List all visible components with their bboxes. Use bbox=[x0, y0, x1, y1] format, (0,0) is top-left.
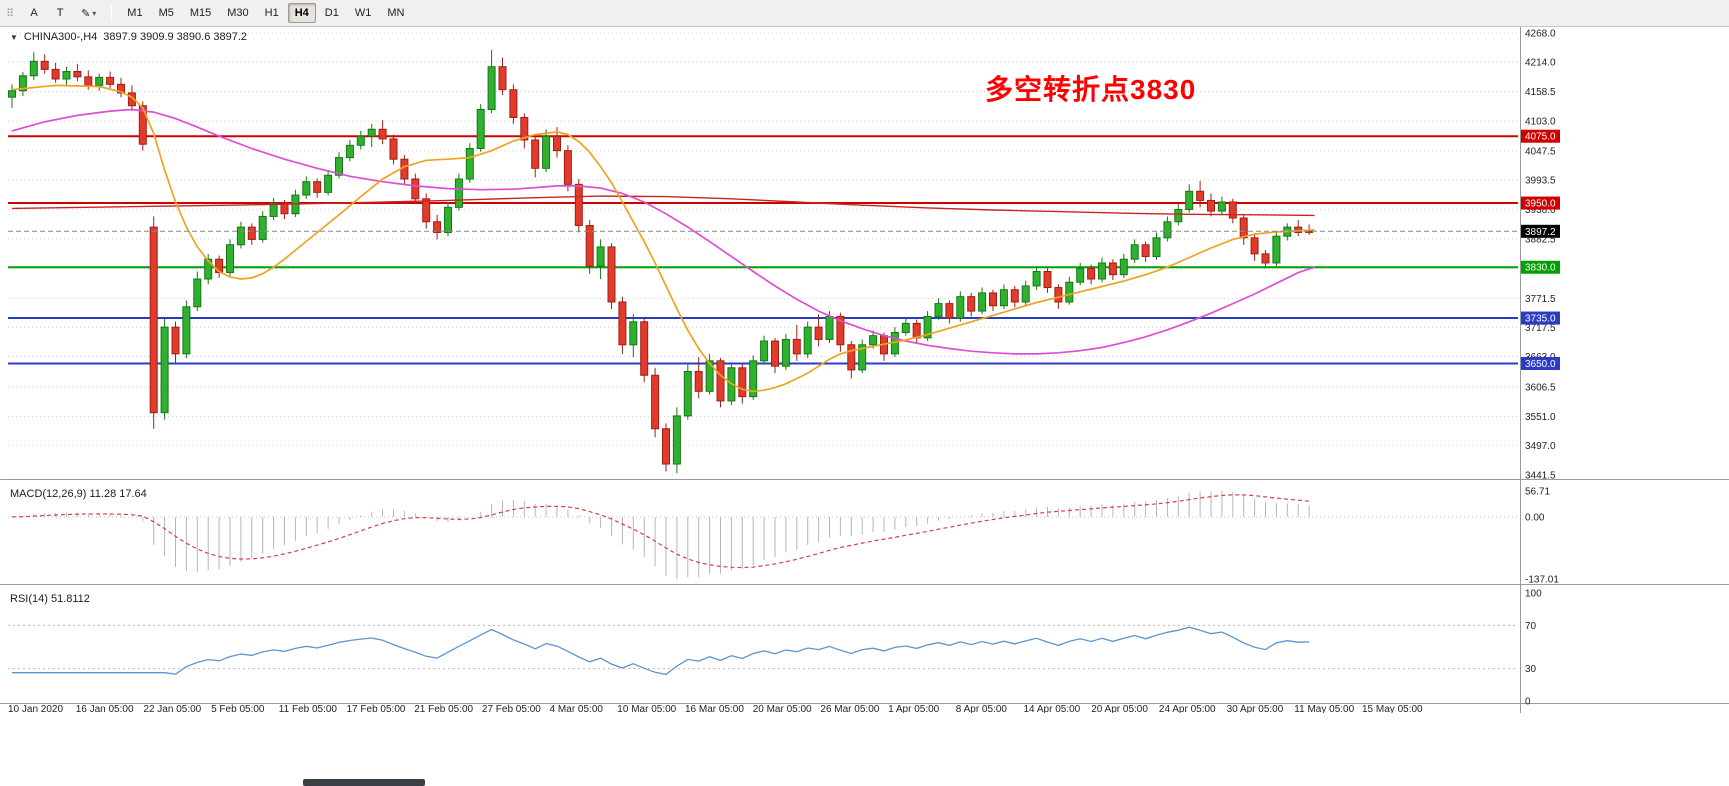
svg-text:100: 100 bbox=[1525, 589, 1542, 600]
svg-text:3717.5: 3717.5 bbox=[1525, 323, 1556, 334]
svg-text:3897.2: 3897.2 bbox=[1525, 227, 1556, 238]
svg-text:20 Apr 05:00: 20 Apr 05:00 bbox=[1091, 704, 1148, 713]
price-axis[interactable]: 4268.0 4214.0 4158.5 4103.0 4047.5 3993.5 3938… bbox=[1525, 29, 1556, 482]
svg-text:30 Apr 05:00: 30 Apr 05:00 bbox=[1227, 704, 1284, 713]
font-tool-button[interactable]: A bbox=[30, 7, 38, 19]
svg-text:3950.0: 3950.0 bbox=[1525, 199, 1556, 210]
time-axis[interactable]: 10 Jan 2020 16 Jan 05:00 22 Jan 05:00 5 Feb… bbox=[8, 704, 1423, 713]
timeframe-button-d1[interactable]: D1 bbox=[324, 7, 339, 19]
svg-text:3606.5: 3606.5 bbox=[1525, 382, 1556, 393]
svg-text:4103.0: 4103.0 bbox=[1525, 117, 1556, 128]
svg-text:16 Mar 05:00: 16 Mar 05:00 bbox=[685, 704, 744, 713]
svg-text:16 Jan 05:00: 16 Jan 05:00 bbox=[76, 704, 134, 713]
candles bbox=[8, 50, 1314, 474]
svg-text:26 Mar 05:00: 26 Mar 05:00 bbox=[820, 704, 879, 713]
ma-fast-orange-line bbox=[11, 84, 1315, 393]
svg-text:3551.0: 3551.0 bbox=[1525, 412, 1556, 423]
svg-text:24 Apr 05:00: 24 Apr 05:00 bbox=[1159, 704, 1216, 713]
svg-text:1 Apr 05:00: 1 Apr 05:00 bbox=[888, 704, 940, 713]
macd-indicator-label: MACD(12,26,9) 11.28 17.64 bbox=[10, 488, 147, 500]
svg-text:20 Mar 05:00: 20 Mar 05:00 bbox=[753, 704, 812, 713]
svg-text:3441.5: 3441.5 bbox=[1525, 471, 1556, 482]
rsi-axis[interactable]: 100 70 30 0 bbox=[1525, 589, 1542, 708]
timeframe-button-m30[interactable]: M30 bbox=[227, 7, 249, 19]
chart-title: ▼ CHINA300-,H4 3897.9 3909.9 3890.6 3897… bbox=[10, 31, 247, 43]
svg-text:56.71: 56.71 bbox=[1525, 487, 1550, 498]
svg-text:14 Apr 05:00: 14 Apr 05:00 bbox=[1024, 704, 1081, 713]
draw-tool-button[interactable]: ✎ ▾ bbox=[81, 7, 97, 20]
svg-text:30: 30 bbox=[1525, 664, 1537, 675]
top-toolbar: ⠿ A T ✎ ▾ M1 M5 M15 M30 H1 H4 D1 W1 MN bbox=[0, 0, 1729, 27]
macd-name: MACD(12,26,9) bbox=[10, 488, 87, 500]
svg-text:8 Apr 05:00: 8 Apr 05:00 bbox=[956, 704, 1008, 713]
ohlc-values: 3897.9 3909.9 3890.6 3897.2 bbox=[103, 31, 248, 43]
chart-menu-icon[interactable]: ▼ bbox=[10, 32, 18, 42]
toolbar-separator bbox=[111, 4, 113, 22]
timeframe-button-w1[interactable]: W1 bbox=[354, 7, 372, 19]
svg-text:11 May 05:00: 11 May 05:00 bbox=[1294, 704, 1354, 713]
svg-text:4158.5: 4158.5 bbox=[1525, 87, 1556, 98]
text-label-tool-button[interactable]: T bbox=[56, 7, 64, 19]
svg-text:3650.0: 3650.0 bbox=[1525, 359, 1556, 370]
svg-text:3882.5: 3882.5 bbox=[1525, 235, 1556, 246]
svg-text:3938.0: 3938.0 bbox=[1525, 205, 1556, 216]
svg-text:11 Feb 05:00: 11 Feb 05:00 bbox=[279, 704, 338, 713]
svg-text:0: 0 bbox=[1525, 697, 1531, 708]
svg-text:27 Feb 05:00: 27 Feb 05:00 bbox=[482, 704, 541, 713]
svg-text:22 Jan 05:00: 22 Jan 05:00 bbox=[143, 704, 201, 713]
toolbar-grip-icon[interactable]: ⠿ bbox=[6, 7, 15, 20]
price-tags: 4075.0 3950.0 3830.0 3735.0 3650.0 3897.2 bbox=[1521, 129, 1560, 370]
macd-axis[interactable]: 56.71 0.00 -137.01 bbox=[1525, 487, 1559, 586]
timeframe-button-h1[interactable]: H1 bbox=[264, 7, 279, 19]
svg-text:10 Mar 05:00: 10 Mar 05:00 bbox=[617, 704, 676, 713]
svg-text:4 Mar 05:00: 4 Mar 05:00 bbox=[550, 704, 604, 713]
svg-text:3771.5: 3771.5 bbox=[1525, 294, 1556, 305]
svg-text:10 Jan 2020: 10 Jan 2020 bbox=[8, 704, 63, 713]
svg-text:3497.0: 3497.0 bbox=[1525, 441, 1556, 452]
svg-text:0.00: 0.00 bbox=[1525, 512, 1545, 523]
svg-text:4075.0: 4075.0 bbox=[1525, 132, 1556, 143]
macd-signal-line bbox=[11, 494, 1310, 569]
svg-text:4214.0: 4214.0 bbox=[1525, 57, 1556, 68]
svg-text:3993.5: 3993.5 bbox=[1525, 175, 1556, 186]
symbol-period-label: CHINA300-,H4 bbox=[23, 31, 98, 43]
price-grid bbox=[8, 32, 1518, 476]
svg-text:21 Feb 05:00: 21 Feb 05:00 bbox=[414, 704, 473, 713]
horizontal-level-lines[interactable] bbox=[8, 135, 1518, 365]
svg-text:3830.0: 3830.0 bbox=[1525, 263, 1556, 274]
svg-text:5 Feb 05:00: 5 Feb 05:00 bbox=[211, 704, 265, 713]
dropdown-caret-icon: ▾ bbox=[92, 8, 97, 18]
svg-text:3735.0: 3735.0 bbox=[1525, 314, 1556, 325]
svg-text:17 Feb 05:00: 17 Feb 05:00 bbox=[347, 704, 406, 713]
chart-annotation-text[interactable]: 多空转折点3830 bbox=[985, 74, 1197, 105]
rsi-indicator-label: RSI(14) 51.8112 bbox=[10, 593, 90, 605]
svg-text:4268.0: 4268.0 bbox=[1525, 29, 1556, 40]
svg-text:15 May 05:00: 15 May 05:00 bbox=[1362, 704, 1423, 713]
taskbar-fragment bbox=[303, 779, 425, 786]
rsi-line bbox=[12, 626, 1310, 676]
chart-canvas[interactable]: 4268.0 4214.0 4158.5 4103.0 4047.5 3993.5 3938… bbox=[0, 27, 1729, 713]
svg-text:4047.5: 4047.5 bbox=[1525, 146, 1556, 157]
timeframe-button-h4[interactable]: H4 bbox=[287, 3, 316, 23]
rsi-value: 51.8112 bbox=[50, 593, 90, 605]
chart-area[interactable]: 4268.0 4214.0 4158.5 4103.0 4047.5 3993.5 3938… bbox=[0, 27, 1729, 713]
svg-text:70: 70 bbox=[1525, 621, 1537, 632]
macd-histogram bbox=[22, 491, 1310, 579]
timeframe-button-m15[interactable]: M15 bbox=[189, 7, 212, 19]
ma-mid-magenta-line bbox=[11, 108, 1315, 355]
timeframes-group: M1 M5 M15 M30 H1 H4 D1 W1 MN bbox=[120, 3, 411, 23]
timeframe-button-m1[interactable]: M1 bbox=[127, 7, 143, 19]
timeframe-button-m5[interactable]: M5 bbox=[158, 7, 174, 19]
object-tools-group: A T ✎ ▾ bbox=[22, 3, 103, 23]
svg-text:-137.01: -137.01 bbox=[1525, 575, 1559, 586]
rsi-name: RSI(14) bbox=[10, 593, 48, 605]
timeframe-button-mn[interactable]: MN bbox=[387, 7, 405, 19]
ma-slow-red-line bbox=[11, 195, 1315, 217]
macd-values: 11.28 17.64 bbox=[89, 488, 147, 500]
